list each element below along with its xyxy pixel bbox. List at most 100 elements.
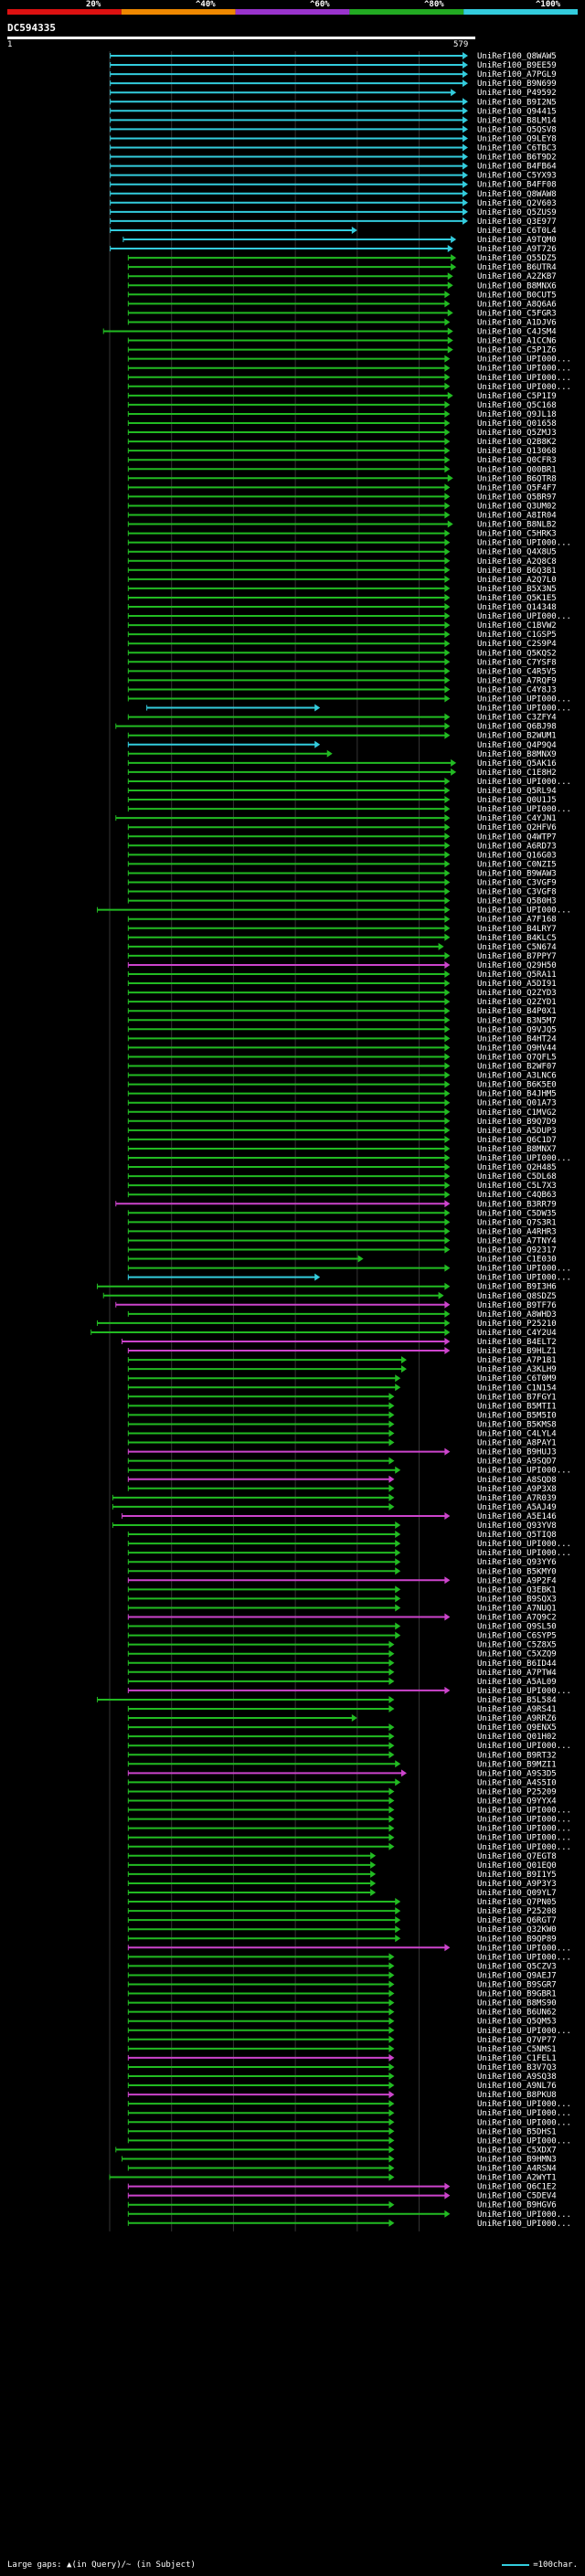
hit-label[interactable]: UniRef100_C1MVG2 — [477, 1108, 557, 1118]
hit-label[interactable]: UniRef100_UPI000... — [477, 805, 571, 814]
hit-label[interactable]: UniRef100_P25208 — [477, 1907, 557, 1916]
hit-label[interactable]: UniRef100_B9MZI1 — [477, 1760, 557, 1769]
hit-label[interactable]: UniRef100_UPI000... — [477, 1843, 571, 1852]
hit-label[interactable]: UniRef100_B0CUT5 — [477, 291, 557, 300]
alignment-hit[interactable]: UniRef100_UPI000... — [96, 906, 571, 916]
alignment-hit[interactable]: UniRef100_A2ZKB7 — [127, 272, 557, 281]
alignment-hit[interactable]: UniRef100_P25210 — [96, 1319, 557, 1329]
hit-label[interactable]: UniRef100_B9SGR7 — [477, 1981, 557, 1990]
hit-label[interactable]: UniRef100_A5AL09 — [477, 1678, 557, 1687]
alignment-hit[interactable]: UniRef100_Q93YV8 — [112, 1521, 557, 1531]
alignment-hit[interactable]: UniRef100_C4YJN1 — [115, 814, 557, 823]
hit-label[interactable]: UniRef100_C5P1I9 — [477, 392, 557, 401]
hit-label[interactable]: UniRef100_Q5TIQ8 — [477, 1531, 557, 1540]
hit-label[interactable]: UniRef100_B9I1Y5 — [477, 1871, 557, 1880]
alignment-hit[interactable]: UniRef100_A8WHD3 — [127, 1309, 557, 1320]
hit-label[interactable]: UniRef100_Q16G03 — [477, 851, 557, 860]
alignment-hit[interactable]: UniRef100_A9NL76 — [127, 2082, 557, 2091]
hit-label[interactable]: UniRef100_Q93YV8 — [477, 1521, 557, 1531]
hit-label[interactable]: UniRef100_Q7QFL5 — [477, 1053, 557, 1062]
hit-label[interactable]: UniRef100_C2S9P4 — [477, 640, 557, 649]
alignment-hit[interactable]: UniRef100_B9I1Y5 — [127, 1870, 557, 1880]
hit-label[interactable]: UniRef100_B9HMN3 — [477, 2155, 557, 2164]
hit-label[interactable]: UniRef100_UPI000... — [477, 695, 571, 705]
hit-label[interactable]: UniRef100_Q2H485 — [477, 1163, 557, 1172]
alignment-hit[interactable]: UniRef100_Q2B8K2 — [127, 438, 557, 447]
hit-label[interactable]: UniRef100_C5N674 — [477, 943, 557, 952]
alignment-hit[interactable]: UniRef100_C5N674 — [127, 942, 557, 952]
alignment-hit[interactable]: UniRef100_Q3EBK1 — [127, 1585, 557, 1595]
hit-label[interactable]: UniRef100_C1E8H2 — [477, 769, 557, 778]
hit-label[interactable]: UniRef100_Q3UM02 — [477, 502, 557, 511]
alignment-hit[interactable]: UniRef100_C4LYL4 — [127, 1429, 557, 1439]
hit-label[interactable]: UniRef100_A5AJ49 — [477, 1503, 557, 1512]
alignment-hit[interactable]: UniRef100_B6UTR4 — [127, 263, 557, 272]
hit-label[interactable]: UniRef100_C3VGF9 — [477, 879, 557, 888]
hit-label[interactable]: UniRef100_UPI000... — [477, 1742, 571, 1751]
alignment-hit[interactable]: UniRef100_C5P1I9 — [127, 391, 557, 401]
alignment-hit[interactable]: UniRef100_C4Y2U4 — [90, 1328, 557, 1338]
alignment-hit[interactable]: UniRef100_UPI000... — [127, 373, 571, 383]
alignment-hit[interactable]: UniRef100_UPI000... — [127, 2109, 571, 2118]
hit-label[interactable]: UniRef100_Q2ZYD1 — [477, 998, 557, 1007]
hit-label[interactable]: UniRef100_B9WAW3 — [477, 869, 557, 878]
alignment-hit[interactable]: UniRef100_Q5TIQ8 — [127, 1531, 557, 1540]
alignment-hit[interactable]: UniRef100_A9RRZ6 — [127, 1714, 557, 1723]
hit-label[interactable]: UniRef100_Q2ZYD3 — [477, 989, 557, 998]
hit-label[interactable]: UniRef100_C0NZI5 — [477, 860, 557, 869]
hit-label[interactable]: UniRef100_B7FGY1 — [477, 1393, 557, 1402]
hit-label[interactable]: UniRef100_Q5RL94 — [477, 787, 557, 796]
alignment-hit[interactable]: UniRef100_B6T9D2 — [110, 153, 557, 163]
alignment-hit[interactable]: UniRef100_B8MNX9 — [127, 749, 557, 759]
hit-label[interactable]: UniRef100_C5Z8X5 — [477, 1641, 557, 1650]
hit-label[interactable]: UniRef100_Q00BR1 — [477, 465, 557, 474]
alignment-hit[interactable]: UniRef100_A5DUP3 — [127, 1126, 557, 1136]
alignment-hit[interactable]: UniRef100_C4Y8J3 — [127, 685, 557, 694]
hit-label[interactable]: UniRef100_Q5F4F7 — [477, 483, 557, 493]
hit-label[interactable]: UniRef100_UPI000... — [477, 1467, 571, 1476]
hit-label[interactable]: UniRef100_Q6RGT7 — [477, 1916, 557, 1925]
alignment-hit[interactable]: UniRef100_B8NLB2 — [127, 520, 557, 530]
hit-label[interactable]: UniRef100_UPI000... — [477, 2109, 571, 2118]
hit-label[interactable]: UniRef100_A9NL76 — [477, 2082, 557, 2091]
alignment-hit[interactable]: UniRef100_Q4P9Q4 — [127, 740, 557, 750]
hit-label[interactable]: UniRef100_B5KMS8 — [477, 1420, 557, 1429]
hit-label[interactable]: UniRef100_Q92317 — [477, 1246, 557, 1256]
alignment-hit[interactable]: UniRef100_Q01H02 — [127, 1733, 557, 1742]
alignment-hit[interactable]: UniRef100_Q2ZYD1 — [127, 998, 557, 1007]
alignment-hit[interactable]: UniRef100_A8IR04 — [127, 511, 557, 521]
hit-label[interactable]: UniRef100_B4KLC5 — [477, 934, 557, 943]
alignment-hit[interactable]: UniRef100_A1CCN6 — [127, 336, 557, 346]
hit-label[interactable]: UniRef100_UPI000... — [477, 383, 571, 392]
hit-label[interactable]: UniRef100_Q94415 — [477, 107, 557, 116]
hit-label[interactable]: UniRef100_A9P2F4 — [477, 1576, 557, 1585]
alignment-hit[interactable]: UniRef100_A7TNY4 — [127, 1236, 557, 1246]
alignment-hit[interactable]: UniRef100_A5DI91 — [127, 980, 557, 989]
alignment-hit[interactable]: UniRef100_Q5RA11 — [127, 970, 557, 980]
alignment-hit[interactable]: UniRef100_A2Q7L0 — [127, 575, 557, 585]
hit-label[interactable]: UniRef100_A7NUQ1 — [477, 1604, 557, 1613]
alignment-hit[interactable]: UniRef100_Q5KQS2 — [127, 649, 557, 658]
alignment-hit[interactable]: UniRef100_A1DJV6 — [127, 318, 557, 327]
hit-label[interactable]: UniRef100_Q9VJQ5 — [477, 1025, 557, 1034]
alignment-hit[interactable]: UniRef100_A5AJ49 — [112, 1502, 557, 1512]
alignment-hit[interactable]: UniRef100_C5DW35 — [127, 1209, 557, 1218]
alignment-hit[interactable]: UniRef100_C5Z8X5 — [127, 1640, 557, 1650]
hit-label[interactable]: UniRef100_B5M5I0 — [477, 1411, 557, 1420]
hit-label[interactable]: UniRef100_B5KMY0 — [477, 1567, 557, 1576]
alignment-hit[interactable]: UniRef100_Q6BJ98 — [115, 722, 557, 732]
alignment-hit[interactable]: UniRef100_B6ID44 — [127, 1659, 557, 1669]
alignment-hit[interactable]: UniRef100_C1MVG2 — [127, 1108, 557, 1118]
alignment-hit[interactable]: UniRef100_Q6RGT7 — [127, 1916, 557, 1925]
hit-label[interactable]: UniRef100_B3V7Q3 — [477, 2063, 557, 2072]
hit-label[interactable]: UniRef100_Q5B0H3 — [477, 897, 557, 906]
alignment-hit[interactable]: UniRef100_B4P0X1 — [127, 1007, 557, 1016]
alignment-hit[interactable]: UniRef100_C5XDX7 — [115, 2146, 557, 2155]
alignment-hit[interactable]: UniRef100_C5L7X3 — [127, 1182, 557, 1191]
hit-label[interactable]: UniRef100_B4HT24 — [477, 1034, 557, 1044]
hit-label[interactable]: UniRef100_Q4WTP7 — [477, 832, 557, 842]
hit-label[interactable]: UniRef100_B6ID44 — [477, 1659, 557, 1669]
alignment-hit[interactable]: UniRef100_A5AL09 — [127, 1677, 557, 1687]
hit-label[interactable]: UniRef100_P25210 — [477, 1320, 557, 1329]
alignment-hit[interactable]: UniRef100_A4RHR3 — [127, 1227, 557, 1236]
